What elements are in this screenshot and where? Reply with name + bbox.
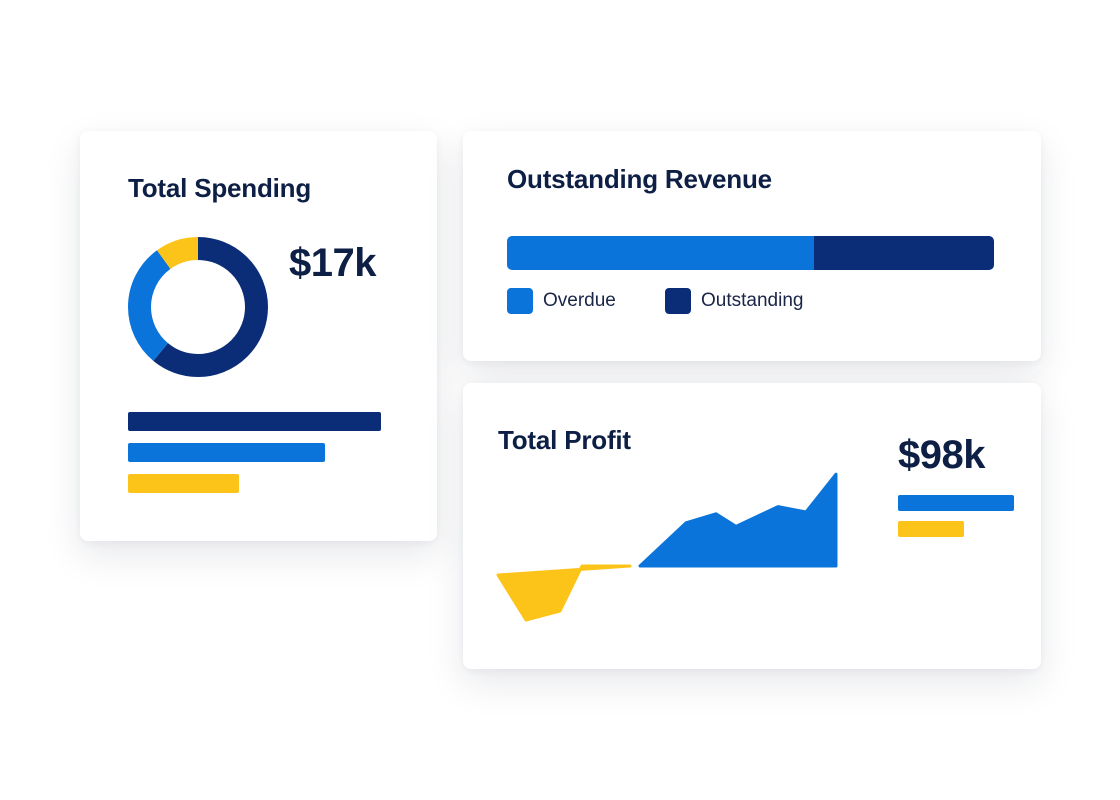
profit-area-chart [496,472,838,622]
profit-area-blue [638,472,838,568]
total-spending-card: Total Spending $17k [80,131,437,541]
outstanding-revenue-card: Outstanding Revenue Overdue Outstanding [463,131,1041,361]
profit-bar-blue [898,495,1014,511]
outstanding-revenue-title: Outstanding Revenue [507,164,772,194]
profit-area-yellow [496,564,632,622]
legend-label-overdue: Overdue [543,290,616,311]
total-spending-title: Total Spending [128,173,312,203]
spending-bar-yellow [128,474,240,493]
profit-bar-yellow [898,521,965,537]
total-profit-value: $98k [898,433,985,477]
total-profit-title: Total Profit [498,425,631,455]
legend-overdue: Overdue [507,288,616,314]
legend-label-outstanding: Outstanding [701,290,804,311]
legend-outstanding: Outstanding [665,288,803,314]
revenue-bar-segment-outstanding [813,236,994,270]
donut-slice-yellow [128,237,268,377]
spending-bar-blue [128,443,326,462]
revenue-stacked-bar [507,236,994,270]
donut-slice-blue [128,237,268,377]
total-spending-value: $17k [289,241,376,285]
legend-swatch-overdue [507,288,533,314]
total-profit-card: Total Profit $98k [463,383,1041,669]
legend-swatch-outstanding [665,288,691,314]
spending-bar-navy [128,412,381,431]
spending-donut-chart [128,237,268,377]
revenue-bar-segment-overdue [507,236,814,270]
